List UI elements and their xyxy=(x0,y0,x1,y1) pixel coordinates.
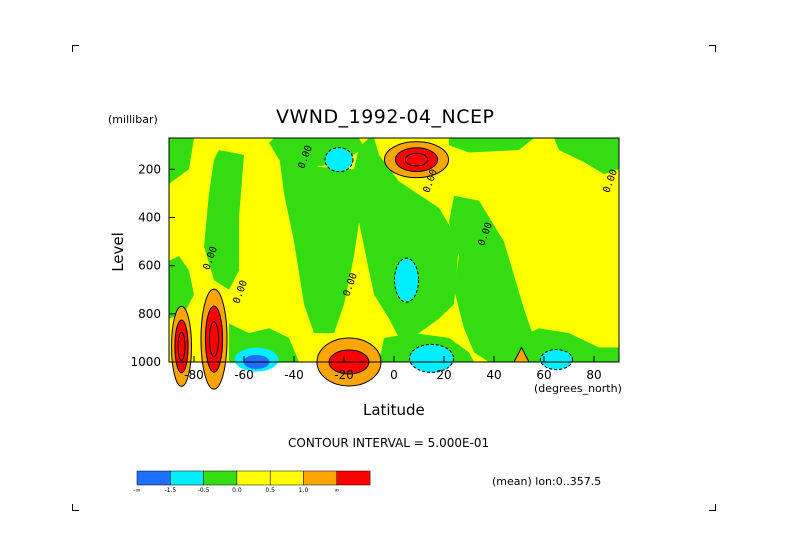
positive-cell-south-core xyxy=(204,305,224,373)
green-region xyxy=(169,256,194,319)
colorbar-label: -0.5 xyxy=(198,487,210,494)
x-tick-label: 80 xyxy=(586,368,601,382)
y-axis-unit: (millibar) xyxy=(108,113,158,126)
corner-mark-bottom-left xyxy=(72,504,79,511)
colorbar-swatch xyxy=(203,470,238,486)
negative-cell xyxy=(324,147,354,173)
y-tick-label: 200 xyxy=(138,162,161,176)
longitude-mean-note: (mean) lon:0..357.5 xyxy=(492,475,602,488)
contour-interval-note: CONTOUR INTERVAL = 5.000E-01 xyxy=(288,436,490,450)
colorbar-label: -∞ xyxy=(133,487,140,494)
positive-cell-south-core xyxy=(174,319,189,374)
negative-cell xyxy=(394,257,419,303)
x-tick-label: -20 xyxy=(334,368,354,382)
green-region xyxy=(169,138,194,184)
y-tick-label: 400 xyxy=(138,210,161,224)
x-tick-label: 60 xyxy=(536,368,551,382)
x-tick-label: 0 xyxy=(390,368,398,382)
colorbar-swatch xyxy=(336,470,371,486)
green-region xyxy=(449,138,534,153)
y-tick-label: 600 xyxy=(138,259,161,273)
colorbar-label: ∞ xyxy=(334,487,339,494)
x-tick-label: -80 xyxy=(184,368,204,382)
green-region xyxy=(204,150,244,290)
positive-cell-south-contour xyxy=(208,321,220,358)
x-axis-label: Latitude xyxy=(363,401,425,419)
colorbar-label: 0.0 xyxy=(232,487,242,494)
x-tick-label: -40 xyxy=(284,368,304,382)
corner-mark-top-right xyxy=(709,45,716,52)
chart-title: VWND_1992-04_NCEP xyxy=(276,106,495,128)
negative-cell xyxy=(409,343,454,373)
colorbar-swatch xyxy=(136,470,171,486)
colorbar-swatch xyxy=(303,470,338,486)
colorbar-swatch xyxy=(170,470,204,486)
positive-cell-south-contour xyxy=(177,331,186,361)
corner-mark-bottom-right xyxy=(709,504,716,511)
colorbar-swatch xyxy=(269,470,304,486)
y-tick-label: 800 xyxy=(138,307,161,321)
colorbar-label: 0.5 xyxy=(265,487,275,494)
positive-cell-upper-contour xyxy=(404,152,429,167)
x-tick-label: -60 xyxy=(234,368,254,382)
green-region xyxy=(554,138,619,175)
green-region xyxy=(449,195,534,362)
negative-cell xyxy=(540,349,573,371)
y-tick-label: 1000 xyxy=(130,355,161,369)
positive-cell-upper-core xyxy=(394,147,439,173)
colorbar-label: -1.5 xyxy=(164,487,176,494)
colorbar-swatch xyxy=(236,470,271,486)
corner-mark-top-left xyxy=(72,45,79,52)
colorbar-label: 1.0 xyxy=(299,487,309,494)
x-tick-label: 20 xyxy=(436,368,451,382)
x-axis-unit: (degrees_north) xyxy=(534,382,622,395)
x-tick-label: 40 xyxy=(486,368,501,382)
